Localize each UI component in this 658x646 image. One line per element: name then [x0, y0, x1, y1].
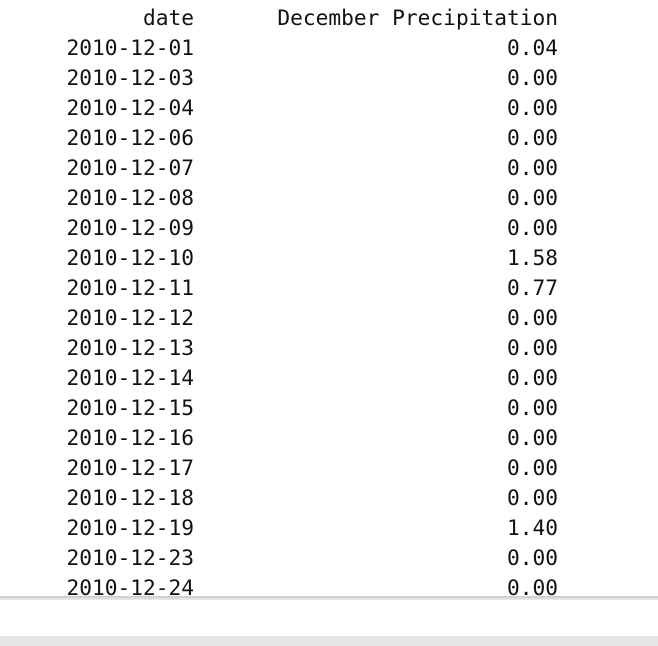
date-cell: 2010-12-10: [66, 245, 194, 270]
precipitation-cell: 0.00: [506, 185, 558, 210]
table-row: 2010-12-01 0.04: [0, 33, 658, 63]
date-cell: 2010-12-14: [66, 365, 194, 390]
date-cell: 2010-12-11: [66, 275, 194, 300]
date-cell: 2010-12-23: [66, 545, 194, 570]
precipitation-cell: 0.00: [506, 335, 558, 360]
precipitation-cell: 1.58: [506, 245, 558, 270]
table-row: 2010-12-16 0.00: [0, 423, 658, 453]
table-row: 2010-12-04 0.00: [0, 93, 658, 123]
table-row: 2010-12-14 0.00: [0, 363, 658, 393]
precipitation-cell: 0.00: [506, 65, 558, 90]
precipitation-cell: 0.77: [506, 275, 558, 300]
date-cell: 2010-12-13: [66, 335, 194, 360]
date-cell: 2010-12-15: [66, 395, 194, 420]
table-row: 2010-12-09 0.00: [0, 213, 658, 243]
column-header: December Precipitation: [277, 5, 558, 30]
dataframe-text: date December Precipitation 2010-12-01 0.…: [0, 3, 658, 596]
precipitation-cell: 0.04: [506, 35, 558, 60]
date-cell: 2010-12-16: [66, 425, 194, 450]
output-scroll-edge: [0, 596, 658, 600]
date-cell: 2010-12-04: [66, 95, 194, 120]
date-cell: 2010-12-12: [66, 305, 194, 330]
precipitation-cell: 0.00: [506, 545, 558, 570]
bottom-panel-bar: [0, 636, 658, 646]
table-row: 2010-12-24 0.00: [0, 573, 658, 596]
date-cell: 2010-12-01: [66, 35, 194, 60]
table-row: 2010-12-17 0.00: [0, 453, 658, 483]
table-row: 2010-12-12 0.00: [0, 303, 658, 333]
precipitation-cell: 1.40: [506, 515, 558, 540]
date-cell: 2010-12-09: [66, 215, 194, 240]
date-cell: 2010-12-18: [66, 485, 194, 510]
table-header-row: date December Precipitation: [0, 3, 658, 33]
dataframe-output-area[interactable]: date December Precipitation 2010-12-01 0.…: [0, 0, 658, 596]
date-cell: 2010-12-08: [66, 185, 194, 210]
table-row: 2010-12-08 0.00: [0, 183, 658, 213]
date-cell: 2010-12-07: [66, 155, 194, 180]
table-row: 2010-12-23 0.00: [0, 543, 658, 573]
precipitation-cell: 0.00: [506, 125, 558, 150]
table-row: 2010-12-03 0.00: [0, 63, 658, 93]
table-row: 2010-12-06 0.00: [0, 123, 658, 153]
table-row: 2010-12-11 0.77: [0, 273, 658, 303]
date-cell: 2010-12-19: [66, 515, 194, 540]
index-header: date: [142, 5, 194, 30]
table-row: 2010-12-10 1.58: [0, 243, 658, 273]
precipitation-cell: 0.00: [506, 305, 558, 330]
precipitation-cell: 0.00: [506, 365, 558, 390]
table-row: 2010-12-07 0.00: [0, 153, 658, 183]
date-cell: 2010-12-24: [66, 575, 194, 596]
precipitation-cell: 0.00: [506, 395, 558, 420]
precipitation-cell: 0.00: [506, 95, 558, 120]
table-body: 2010-12-01 0.04 2010-12-03 0.00 2010-12-04 0.…: [0, 33, 658, 596]
date-cell: 2010-12-17: [66, 455, 194, 480]
output-gap: [0, 600, 658, 636]
precipitation-cell: 0.00: [506, 215, 558, 240]
precipitation-cell: 0.00: [506, 455, 558, 480]
precipitation-cell: 0.00: [506, 155, 558, 180]
table-row: 2010-12-15 0.00: [0, 393, 658, 423]
table-row: 2010-12-19 1.40: [0, 513, 658, 543]
table-row: 2010-12-18 0.00: [0, 483, 658, 513]
precipitation-cell: 0.00: [506, 425, 558, 450]
table-row: 2010-12-13 0.00: [0, 333, 658, 363]
date-cell: 2010-12-03: [66, 65, 194, 90]
precipitation-cell: 0.00: [506, 485, 558, 510]
date-cell: 2010-12-06: [66, 125, 194, 150]
precipitation-cell: 0.00: [506, 575, 558, 596]
